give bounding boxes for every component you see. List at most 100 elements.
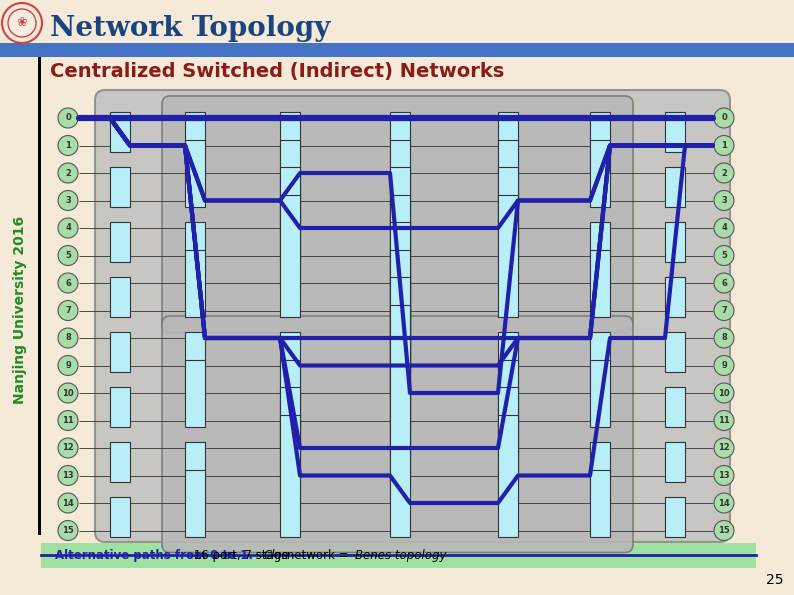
Text: 1: 1	[721, 141, 727, 150]
Bar	[665, 442, 685, 481]
Circle shape	[714, 273, 734, 293]
Bar	[390, 112, 410, 344]
Bar	[390, 139, 410, 371]
Text: 4: 4	[721, 224, 727, 233]
Bar	[665, 387, 685, 427]
Bar	[280, 195, 300, 317]
Circle shape	[714, 163, 734, 183]
Text: 4: 4	[65, 224, 71, 233]
Circle shape	[714, 411, 734, 431]
Text: Benes topology: Benes topology	[355, 549, 446, 562]
Circle shape	[58, 273, 78, 293]
Text: 3: 3	[721, 196, 727, 205]
Bar	[185, 249, 205, 317]
Bar	[390, 305, 410, 537]
Bar	[110, 387, 130, 427]
Bar	[0, 43, 794, 57]
Circle shape	[714, 218, 734, 238]
FancyBboxPatch shape	[162, 316, 633, 553]
Circle shape	[58, 328, 78, 348]
Circle shape	[58, 383, 78, 403]
Text: 8: 8	[721, 334, 727, 343]
Bar	[38, 57, 41, 535]
Text: 8: 8	[65, 334, 71, 343]
Text: 2: 2	[721, 168, 727, 177]
Text: 12: 12	[62, 443, 74, 453]
Bar	[665, 497, 685, 537]
Text: 0: 0	[721, 114, 727, 123]
Circle shape	[2, 3, 42, 43]
Text: 11: 11	[62, 416, 74, 425]
Circle shape	[714, 246, 734, 265]
Text: 13: 13	[62, 471, 74, 480]
Bar	[590, 469, 610, 537]
Circle shape	[714, 328, 734, 348]
Text: 15: 15	[718, 526, 730, 535]
Circle shape	[58, 465, 78, 486]
Text: 1: 1	[65, 141, 71, 150]
Bar	[498, 167, 518, 289]
Circle shape	[714, 136, 734, 155]
Circle shape	[714, 355, 734, 375]
Bar	[110, 497, 130, 537]
Circle shape	[714, 493, 734, 513]
Circle shape	[714, 438, 734, 458]
FancyBboxPatch shape	[162, 96, 633, 333]
Bar	[665, 277, 685, 317]
Text: 7: 7	[65, 306, 71, 315]
Bar	[665, 112, 685, 152]
Circle shape	[58, 108, 78, 128]
Text: 10: 10	[719, 389, 730, 397]
Bar	[590, 359, 610, 427]
Bar	[590, 332, 610, 399]
Bar	[280, 387, 300, 509]
Bar	[280, 415, 300, 537]
Circle shape	[58, 300, 78, 321]
Text: 15: 15	[62, 526, 74, 535]
Text: 6: 6	[721, 278, 727, 287]
Text: network =: network =	[283, 549, 353, 562]
Text: Alternative paths from 0 to 1.: Alternative paths from 0 to 1.	[55, 549, 253, 562]
Text: 9: 9	[721, 361, 727, 370]
Bar	[280, 112, 300, 234]
Bar	[390, 277, 410, 509]
Text: 5: 5	[721, 251, 727, 260]
Bar	[390, 249, 410, 481]
Circle shape	[8, 9, 36, 37]
Circle shape	[58, 355, 78, 375]
Bar	[498, 195, 518, 317]
Text: 11: 11	[718, 416, 730, 425]
Bar	[590, 442, 610, 509]
Text: 13: 13	[719, 471, 730, 480]
Bar	[185, 359, 205, 427]
Text: 9: 9	[65, 361, 71, 370]
Circle shape	[58, 438, 78, 458]
Bar	[110, 112, 130, 152]
Circle shape	[58, 190, 78, 211]
Bar	[185, 222, 205, 289]
Bar	[590, 249, 610, 317]
Bar	[498, 387, 518, 509]
Bar	[390, 222, 410, 454]
Text: 12: 12	[718, 443, 730, 453]
Text: ❀: ❀	[17, 17, 27, 30]
Circle shape	[58, 493, 78, 513]
Text: 14: 14	[62, 499, 74, 508]
Text: Centralized Switched (Indirect) Networks: Centralized Switched (Indirect) Networks	[50, 62, 504, 82]
Circle shape	[714, 521, 734, 540]
Bar	[185, 332, 205, 399]
Text: 16 port, 7 stage: 16 port, 7 stage	[190, 549, 292, 562]
Circle shape	[714, 300, 734, 321]
FancyBboxPatch shape	[95, 90, 730, 542]
Text: 5: 5	[65, 251, 71, 260]
Circle shape	[58, 521, 78, 540]
Bar	[498, 415, 518, 537]
Bar	[110, 277, 130, 317]
Bar	[185, 112, 205, 179]
Text: 14: 14	[718, 499, 730, 508]
Circle shape	[714, 108, 734, 128]
Bar	[185, 139, 205, 206]
Text: 6: 6	[65, 278, 71, 287]
Circle shape	[58, 246, 78, 265]
Bar	[590, 222, 610, 289]
